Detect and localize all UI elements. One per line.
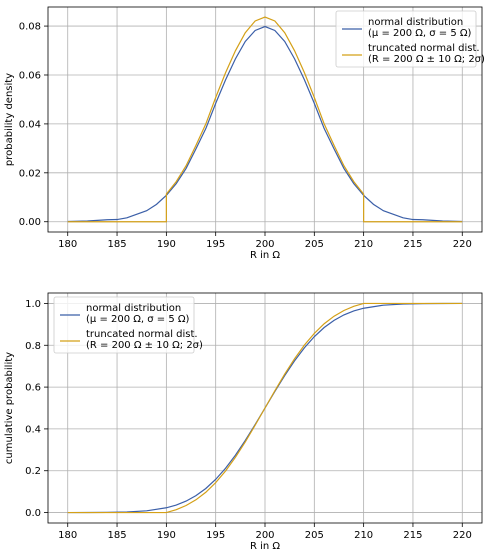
pdf-y-tick-label: 0.04 bbox=[19, 119, 41, 130]
pdf-y-tick-label: 0.02 bbox=[19, 168, 41, 179]
pdf-y-tick-label: 0.00 bbox=[19, 217, 41, 228]
cdf-x-tick-label: 200 bbox=[255, 530, 274, 541]
pdf-x-tick-label: 210 bbox=[354, 239, 373, 250]
cdf-x-tick-label: 190 bbox=[157, 530, 176, 541]
cdf-x-tick-label: 195 bbox=[206, 530, 225, 541]
cdf-legend-label-truncated: truncated normal dist. bbox=[86, 329, 198, 340]
cdf-legend-params-truncated: (R = 200 Ω ± 10 Ω; 2σ) bbox=[86, 340, 203, 351]
pdf-y-axis-label: probability density bbox=[4, 73, 15, 166]
pdf-series-normal-line bbox=[67, 25, 463, 223]
cdf-chart: 180 185 190 195 200 205 210 215 220 0.0 0.2 0.4 0.6 0… bbox=[4, 292, 483, 550]
pdf-x-axis-label: R in Ω bbox=[250, 250, 280, 261]
cdf-legend-box bbox=[53, 296, 195, 354]
pdf-legend-params-normal: (μ = 200 Ω, σ = 5 Ω) bbox=[368, 28, 472, 39]
pdf-y-tick-label: 0.08 bbox=[19, 22, 41, 33]
cdf-series-truncated-line bbox=[67, 302, 463, 514]
cdf-x-tick-label: 220 bbox=[453, 530, 472, 541]
cdf-y-tick-label: 0.6 bbox=[25, 383, 41, 394]
pdf-x-tick-label: 195 bbox=[206, 239, 225, 250]
pdf-x-tick-label: 190 bbox=[157, 239, 176, 250]
pdf-series-truncated-line bbox=[67, 16, 463, 223]
pdf-chart: 180 185 190 195 200 205 210 215 220 0.00 0.02 0.04 0… bbox=[4, 6, 485, 261]
pdf-x-tick-label: 200 bbox=[255, 239, 274, 250]
cdf-legend-params-normal: (μ = 200 Ω, σ = 5 Ω) bbox=[86, 314, 190, 325]
pdf-x-tick-label: 185 bbox=[107, 239, 126, 250]
cdf-x-tick-label: 205 bbox=[305, 530, 324, 541]
pdf-legend: normal distribution (μ = 200 Ω, σ = 5 Ω)… bbox=[335, 10, 485, 68]
cdf-y-tick-label: 0.2 bbox=[25, 466, 41, 477]
pdf-x-tick-label: 220 bbox=[453, 239, 472, 250]
cdf-legend-label-normal: normal distribution bbox=[86, 303, 181, 314]
cdf-x-tick-label: 210 bbox=[354, 530, 373, 541]
cdf-x-tick-label: 185 bbox=[107, 530, 126, 541]
pdf-legend-label-normal: normal distribution bbox=[368, 17, 463, 28]
cdf-y-tick-label: 0.4 bbox=[25, 424, 41, 435]
cdf-x-tick-label: 215 bbox=[403, 530, 422, 541]
pdf-x-tick-label: 205 bbox=[305, 239, 324, 250]
pdf-legend-params-truncated: (R = 200 Ω ± 10 Ω; 2σ) bbox=[368, 54, 485, 65]
pdf-legend-label-truncated: truncated normal dist. bbox=[368, 43, 480, 54]
cdf-y-tick-label: 0.8 bbox=[25, 341, 41, 352]
cdf-legend: normal distribution (μ = 200 Ω, σ = 5 Ω)… bbox=[53, 296, 203, 354]
cdf-y-axis-label: cumulative probability bbox=[4, 352, 15, 464]
pdf-x-tick-label: 215 bbox=[403, 239, 422, 250]
pdf-legend-box bbox=[335, 10, 477, 68]
cdf-y-tick-label: 0.0 bbox=[25, 508, 41, 519]
cdf-y-tick-label: 1.0 bbox=[25, 299, 41, 310]
cdf-x-axis-label: R in Ω bbox=[250, 541, 280, 550]
pdf-y-tick-label: 0.06 bbox=[19, 70, 41, 81]
cdf-x-tick-label: 180 bbox=[58, 530, 77, 541]
pdf-x-tick-label: 180 bbox=[58, 239, 77, 250]
